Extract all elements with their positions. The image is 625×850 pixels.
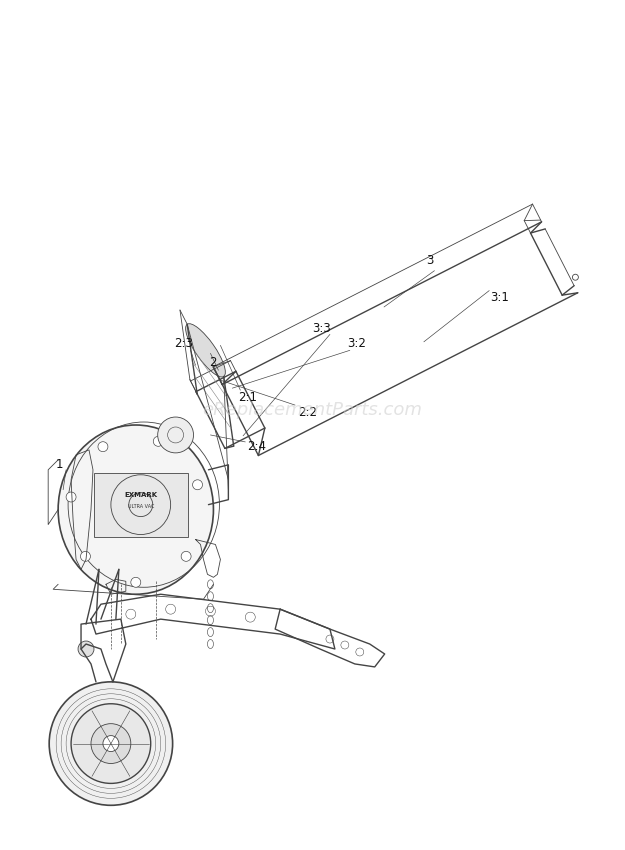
Circle shape	[91, 723, 131, 763]
Text: 2:4: 2:4	[247, 440, 266, 453]
Ellipse shape	[58, 425, 214, 594]
Circle shape	[103, 735, 119, 751]
Text: 1: 1	[56, 458, 63, 471]
Circle shape	[81, 552, 91, 561]
Text: 2:1: 2:1	[238, 391, 257, 404]
Text: 2:2: 2:2	[299, 405, 318, 418]
Circle shape	[78, 641, 94, 657]
Text: 2:3: 2:3	[174, 337, 193, 350]
Circle shape	[153, 436, 163, 446]
Text: eReplacementParts.com: eReplacementParts.com	[202, 401, 422, 419]
Text: 3:2: 3:2	[348, 337, 366, 350]
Circle shape	[71, 704, 151, 784]
Text: 3: 3	[426, 254, 433, 267]
Ellipse shape	[186, 324, 226, 377]
Text: ULTRA VAC: ULTRA VAC	[127, 504, 154, 509]
Circle shape	[98, 442, 108, 451]
Circle shape	[66, 492, 76, 502]
Text: 3:3: 3:3	[312, 322, 331, 335]
Circle shape	[158, 417, 194, 453]
Text: 2: 2	[209, 356, 216, 369]
FancyBboxPatch shape	[94, 473, 188, 536]
Circle shape	[181, 552, 191, 561]
Text: EXMARK: EXMARK	[124, 491, 158, 498]
Circle shape	[49, 682, 172, 805]
Circle shape	[131, 577, 141, 587]
Text: 3:1: 3:1	[490, 291, 509, 304]
Circle shape	[192, 479, 202, 490]
